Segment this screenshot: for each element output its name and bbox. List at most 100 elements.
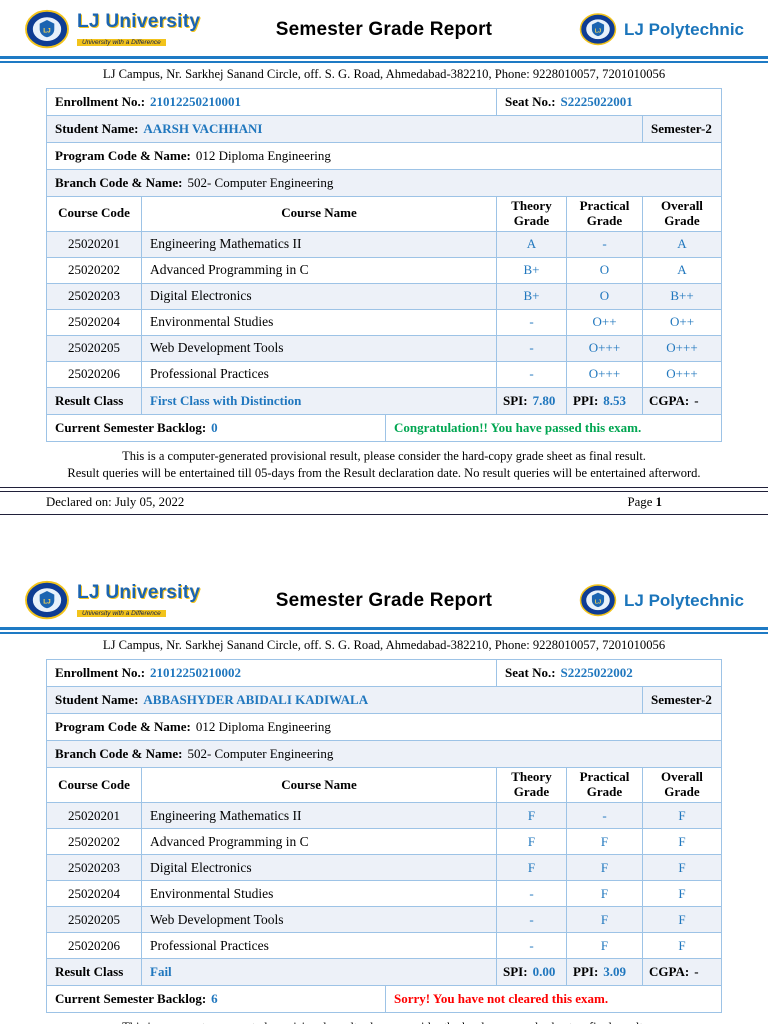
result-class-label: Result Class bbox=[47, 387, 142, 414]
grade-report-page-2: LJ LJ University University with a Diffe… bbox=[0, 571, 768, 1024]
spi-label: SPI: bbox=[503, 964, 528, 979]
semester-value: Semester-2 bbox=[651, 692, 712, 708]
footer-notes: This is a computer-generated provisional… bbox=[0, 1020, 768, 1024]
course-row: 25020201 Engineering Mathematics II F - … bbox=[47, 803, 721, 829]
practical-grade: O bbox=[567, 257, 643, 283]
practical-grade: O+++ bbox=[567, 335, 643, 361]
col-practical-grade: Practical Grade bbox=[567, 197, 643, 231]
backlog-row: Current Semester Backlog: 6 Sorry! You h… bbox=[47, 986, 721, 1012]
overall-grade: F bbox=[678, 885, 686, 901]
course-row: 25020206 Professional Practices - F F bbox=[47, 933, 721, 959]
practical-grade: F bbox=[567, 933, 643, 958]
practical-grade: F bbox=[567, 829, 643, 854]
cgpa-value: - bbox=[694, 964, 699, 979]
practical-grade: - bbox=[567, 231, 643, 257]
student-row: Student Name: ABBASHYDER ABIDALI KADIWAL… bbox=[47, 687, 721, 715]
theory-grade: - bbox=[497, 933, 567, 958]
semester-value: Semester-2 bbox=[651, 121, 712, 136]
overall-grade: A bbox=[677, 236, 687, 252]
course-name: Digital Electronics bbox=[142, 855, 497, 880]
svg-text:LJ: LJ bbox=[595, 28, 601, 34]
student-cell: Student Name: AARSH VACHHANI bbox=[47, 116, 643, 142]
backlog-value: 6 bbox=[211, 991, 218, 1006]
col-theory-grade: Theory Grade bbox=[497, 768, 567, 802]
enrollment-row: Enrollment No.: 21012250210001 Seat No.:… bbox=[47, 89, 721, 116]
lj-university-wordmark: LJ University University with a Differen… bbox=[77, 583, 200, 620]
seat-cell: Seat No.: S2225022001 bbox=[497, 89, 721, 115]
report-header: LJ LJ University University with a Diffe… bbox=[0, 0, 768, 56]
course-name: Web Development Tools bbox=[142, 335, 497, 361]
program-label: Program Code & Name: bbox=[55, 719, 191, 735]
seat-label: Seat No.: bbox=[505, 94, 556, 109]
col-course-name: Course Name bbox=[142, 197, 497, 231]
course-code: 25020202 bbox=[47, 257, 142, 283]
course-name: Web Development Tools bbox=[142, 907, 497, 932]
overall-grade: O++ bbox=[669, 314, 695, 330]
result-class-value: First Class with Distinction bbox=[142, 387, 497, 414]
backlog-label: Current Semester Backlog: bbox=[55, 419, 207, 435]
course-row: 25020203 Digital Electronics F F F bbox=[47, 855, 721, 881]
program-value: 012 Diploma Engineering bbox=[195, 719, 331, 735]
course-name: Advanced Programming in C bbox=[142, 829, 497, 854]
ppi-value: 8.53 bbox=[603, 392, 627, 408]
provisional-note: This is a computer-generated provisional… bbox=[122, 448, 646, 463]
theory-grade: - bbox=[497, 335, 567, 361]
practical-grade: O++ bbox=[567, 309, 643, 335]
theory-grade: B+ bbox=[497, 283, 567, 309]
branch-label: Branch Code & Name: bbox=[55, 175, 183, 190]
program-cell: Program Code & Name: 012 Diploma Enginee… bbox=[47, 143, 721, 169]
course-name: Engineering Mathematics II bbox=[142, 231, 497, 257]
result-message-cell: Congratulation!! You have passed this ex… bbox=[386, 415, 721, 441]
backlog-row: Current Semester Backlog: 0 Congratulati… bbox=[47, 414, 721, 441]
declared-label: Declared on: bbox=[46, 495, 112, 510]
col-course-code: Course Code bbox=[47, 768, 142, 802]
branch-label: Branch Code & Name: bbox=[55, 746, 183, 762]
student-cell: Student Name: ABBASHYDER ABIDALI KADIWAL… bbox=[47, 687, 643, 714]
lj-university-emblem-icon: LJ bbox=[25, 581, 69, 620]
course-row: 25020205 Web Development Tools - O+++ O+… bbox=[47, 335, 721, 362]
campus-address: LJ Campus, Nr. Sarkhej Sanand Circle, of… bbox=[102, 638, 666, 653]
theory-grade: F bbox=[497, 855, 567, 880]
page-number-value: 1 bbox=[655, 495, 662, 510]
lj-university-logo: LJ LJ University University with a Diffe… bbox=[24, 9, 236, 51]
grade-table: Enrollment No.: 21012250210001 Seat No.:… bbox=[46, 88, 722, 442]
course-name: Environmental Studies bbox=[142, 309, 497, 335]
course-row: 25020202 Advanced Programming in C F F F bbox=[47, 829, 721, 855]
ppi-label: PPI: bbox=[573, 392, 599, 408]
fail-message: Sorry! You have not cleared this exam. bbox=[394, 991, 609, 1006]
practical-grade: O bbox=[567, 283, 643, 309]
practical-grade: F bbox=[567, 855, 643, 880]
program-cell: Program Code & Name: 012 Diploma Enginee… bbox=[47, 714, 721, 740]
branch-value: 502- Computer Engineering bbox=[187, 746, 334, 762]
column-header-row: Course Code Course Name Theory Grade Pra… bbox=[47, 768, 721, 803]
svg-text:LJ: LJ bbox=[595, 599, 601, 605]
course-code: 25020201 bbox=[47, 803, 142, 828]
branch-row: Branch Code & Name: 502- Computer Engine… bbox=[47, 170, 721, 197]
page-label: Page bbox=[627, 495, 653, 510]
branch-cell: Branch Code & Name: 502- Computer Engine… bbox=[47, 741, 721, 767]
spi-value: 7.80 bbox=[532, 392, 556, 408]
result-row: Result Class First Class with Distinctio… bbox=[47, 387, 721, 415]
provisional-note: This is a computer-generated provisional… bbox=[0, 1020, 768, 1024]
spi-cell: SPI: 7.80 bbox=[497, 387, 567, 414]
theory-grade: F bbox=[497, 829, 567, 854]
overall-grade: B++ bbox=[670, 288, 694, 304]
ppi-cell: PPI: 3.09 bbox=[567, 959, 643, 985]
course-row: 25020203 Digital Electronics B+ O B++ bbox=[47, 283, 721, 310]
overall-grade: O+++ bbox=[666, 366, 698, 382]
overall-grade: F bbox=[678, 911, 686, 927]
lj-polytechnic-name: LJ Polytechnic bbox=[624, 20, 744, 39]
ppi-value: 3.09 bbox=[603, 964, 627, 979]
enrollment-row: Enrollment No.: 21012250210002 Seat No.:… bbox=[47, 660, 721, 688]
course-row: 25020204 Environmental Studies - F F bbox=[47, 881, 721, 907]
cgpa-cell: CGPA: - bbox=[643, 388, 721, 414]
enrollment-value: 21012250210002 bbox=[150, 665, 242, 681]
cgpa-label: CGPA: bbox=[649, 964, 690, 979]
col-course-name: Course Name bbox=[142, 768, 497, 802]
course-row: 25020202 Advanced Programming in C B+ O … bbox=[47, 257, 721, 284]
course-code: 25020203 bbox=[47, 855, 142, 880]
program-row: Program Code & Name: 012 Diploma Enginee… bbox=[47, 143, 721, 170]
course-code: 25020204 bbox=[47, 881, 142, 906]
course-code: 25020203 bbox=[47, 283, 142, 309]
